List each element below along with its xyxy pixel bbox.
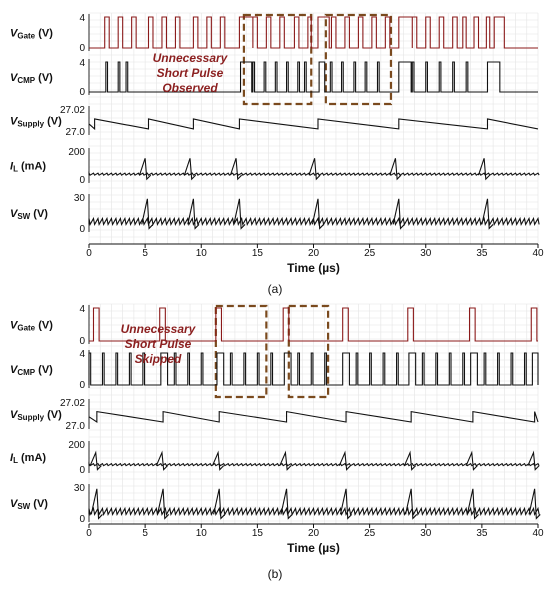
y-tick-label: 0 — [79, 224, 85, 235]
panel-label: (b) — [268, 567, 283, 581]
series-V_Gate: 4 0 VGate (V) — [10, 304, 538, 347]
x-tick-label: 25 — [364, 248, 376, 259]
y-tick-label: 30 — [74, 193, 86, 204]
x-tick-label: 20 — [308, 528, 320, 539]
y-tick-label: 27.0 — [66, 421, 86, 432]
series-label: VGate (V) — [10, 320, 53, 333]
y-tick-label: 0 — [79, 43, 85, 54]
series-V_SW: 30 0 VSW (V) — [10, 193, 540, 235]
series-V_CMP: 4 0 VCMP (V) — [10, 349, 539, 391]
x-tick-label: 25 — [364, 528, 376, 539]
trace-I_L — [88, 450, 540, 471]
y-tick-label: 0 — [79, 175, 85, 186]
x-tick-label: 30 — [420, 528, 432, 539]
trace-V_SW — [88, 198, 540, 230]
x-tick-label: 40 — [532, 248, 544, 259]
x-tick-label: 5 — [142, 248, 148, 259]
y-tick-label: 0 — [79, 87, 85, 98]
series-label: VSW (V) — [10, 498, 48, 511]
y-tick-label: 4 — [79, 58, 85, 69]
trace-V_CMP — [89, 61, 538, 93]
x-axis-label: Time (µs) — [287, 541, 340, 555]
annotation: Unnecessary Short Pulse Skipped — [121, 322, 197, 366]
x-tick-label: 15 — [252, 528, 264, 539]
x-tick-label: 20 — [308, 248, 320, 259]
x-tick-label: 5 — [142, 528, 148, 539]
y-tick-label: 30 — [74, 483, 86, 494]
trace-V_Gate — [89, 307, 538, 342]
series-I_L: 200 0 IL (mA) — [10, 147, 540, 186]
series-label: VSW (V) — [10, 208, 48, 221]
series-label: VGate (V) — [10, 28, 53, 41]
y-tick-label: 4 — [79, 13, 85, 24]
x-tick-label: 35 — [476, 248, 488, 259]
series-V_Gate: 4 0 VGate (V) — [10, 13, 538, 54]
series-label: VCMP (V) — [10, 364, 53, 377]
x-tick-label: 15 — [252, 248, 264, 259]
x-tick-label: 10 — [196, 528, 208, 539]
x-tick-label: 0 — [86, 248, 92, 259]
trace-V_CMP — [88, 352, 539, 386]
series-V_Supply: 27.02 27.0 VSupply (V) — [10, 398, 539, 432]
y-tick-label: 0 — [79, 514, 85, 525]
series-label: IL (mA) — [10, 452, 46, 465]
x-tick-label: 10 — [196, 248, 208, 259]
highlight-box-0 — [242, 13, 313, 106]
x-tick-label: 40 — [532, 528, 544, 539]
annotation: Unnecessary Short Pulse Observed — [153, 51, 229, 95]
y-tick-label: 27.02 — [60, 398, 85, 409]
y-tick-label: 4 — [79, 349, 85, 360]
trace-V_Gate — [89, 16, 538, 49]
highlight-box-1 — [287, 304, 330, 399]
trace-V_Supply — [88, 118, 539, 131]
highlight-box-0 — [214, 304, 268, 399]
y-tick-label: 0 — [79, 465, 85, 476]
series-V_Supply: 27.02 27.0 VSupply (V) — [10, 105, 539, 138]
series-label: VCMP (V) — [10, 72, 53, 85]
x-axis: 0 5 10 15 20 25 30 35 40 Time (µs) — [86, 243, 544, 275]
x-tick-label: 0 — [86, 528, 92, 539]
y-tick-label: 0 — [79, 380, 85, 391]
panel-label: (a) — [268, 282, 283, 296]
x-tick-label: 30 — [420, 248, 432, 259]
series-label: VSupply (V) — [10, 116, 62, 129]
y-tick-label: 4 — [79, 304, 85, 315]
trace-I_L — [88, 158, 540, 181]
trace-V_SW — [88, 488, 541, 520]
y-tick-label: 27.02 — [60, 105, 85, 116]
x-tick-label: 35 — [476, 528, 488, 539]
y-tick-label: 200 — [68, 440, 85, 451]
series-label: VSupply (V) — [10, 409, 62, 422]
series-V_CMP: 4 0 VCMP (V) — [10, 58, 538, 98]
y-tick-label: 0 — [79, 336, 85, 347]
x-axis: 0 5 10 15 20 25 30 35 40 Time (µs) — [86, 523, 544, 555]
series-I_L: 200 0 IL (mA) — [10, 440, 540, 476]
x-axis-label: Time (µs) — [287, 261, 340, 275]
y-tick-label: 27.0 — [66, 127, 86, 138]
y-tick-label: 200 — [68, 147, 85, 158]
series-V_SW: 30 0 VSW (V) — [10, 483, 541, 525]
trace-V_Supply — [88, 410, 539, 424]
series-label: IL (mA) — [10, 161, 46, 174]
